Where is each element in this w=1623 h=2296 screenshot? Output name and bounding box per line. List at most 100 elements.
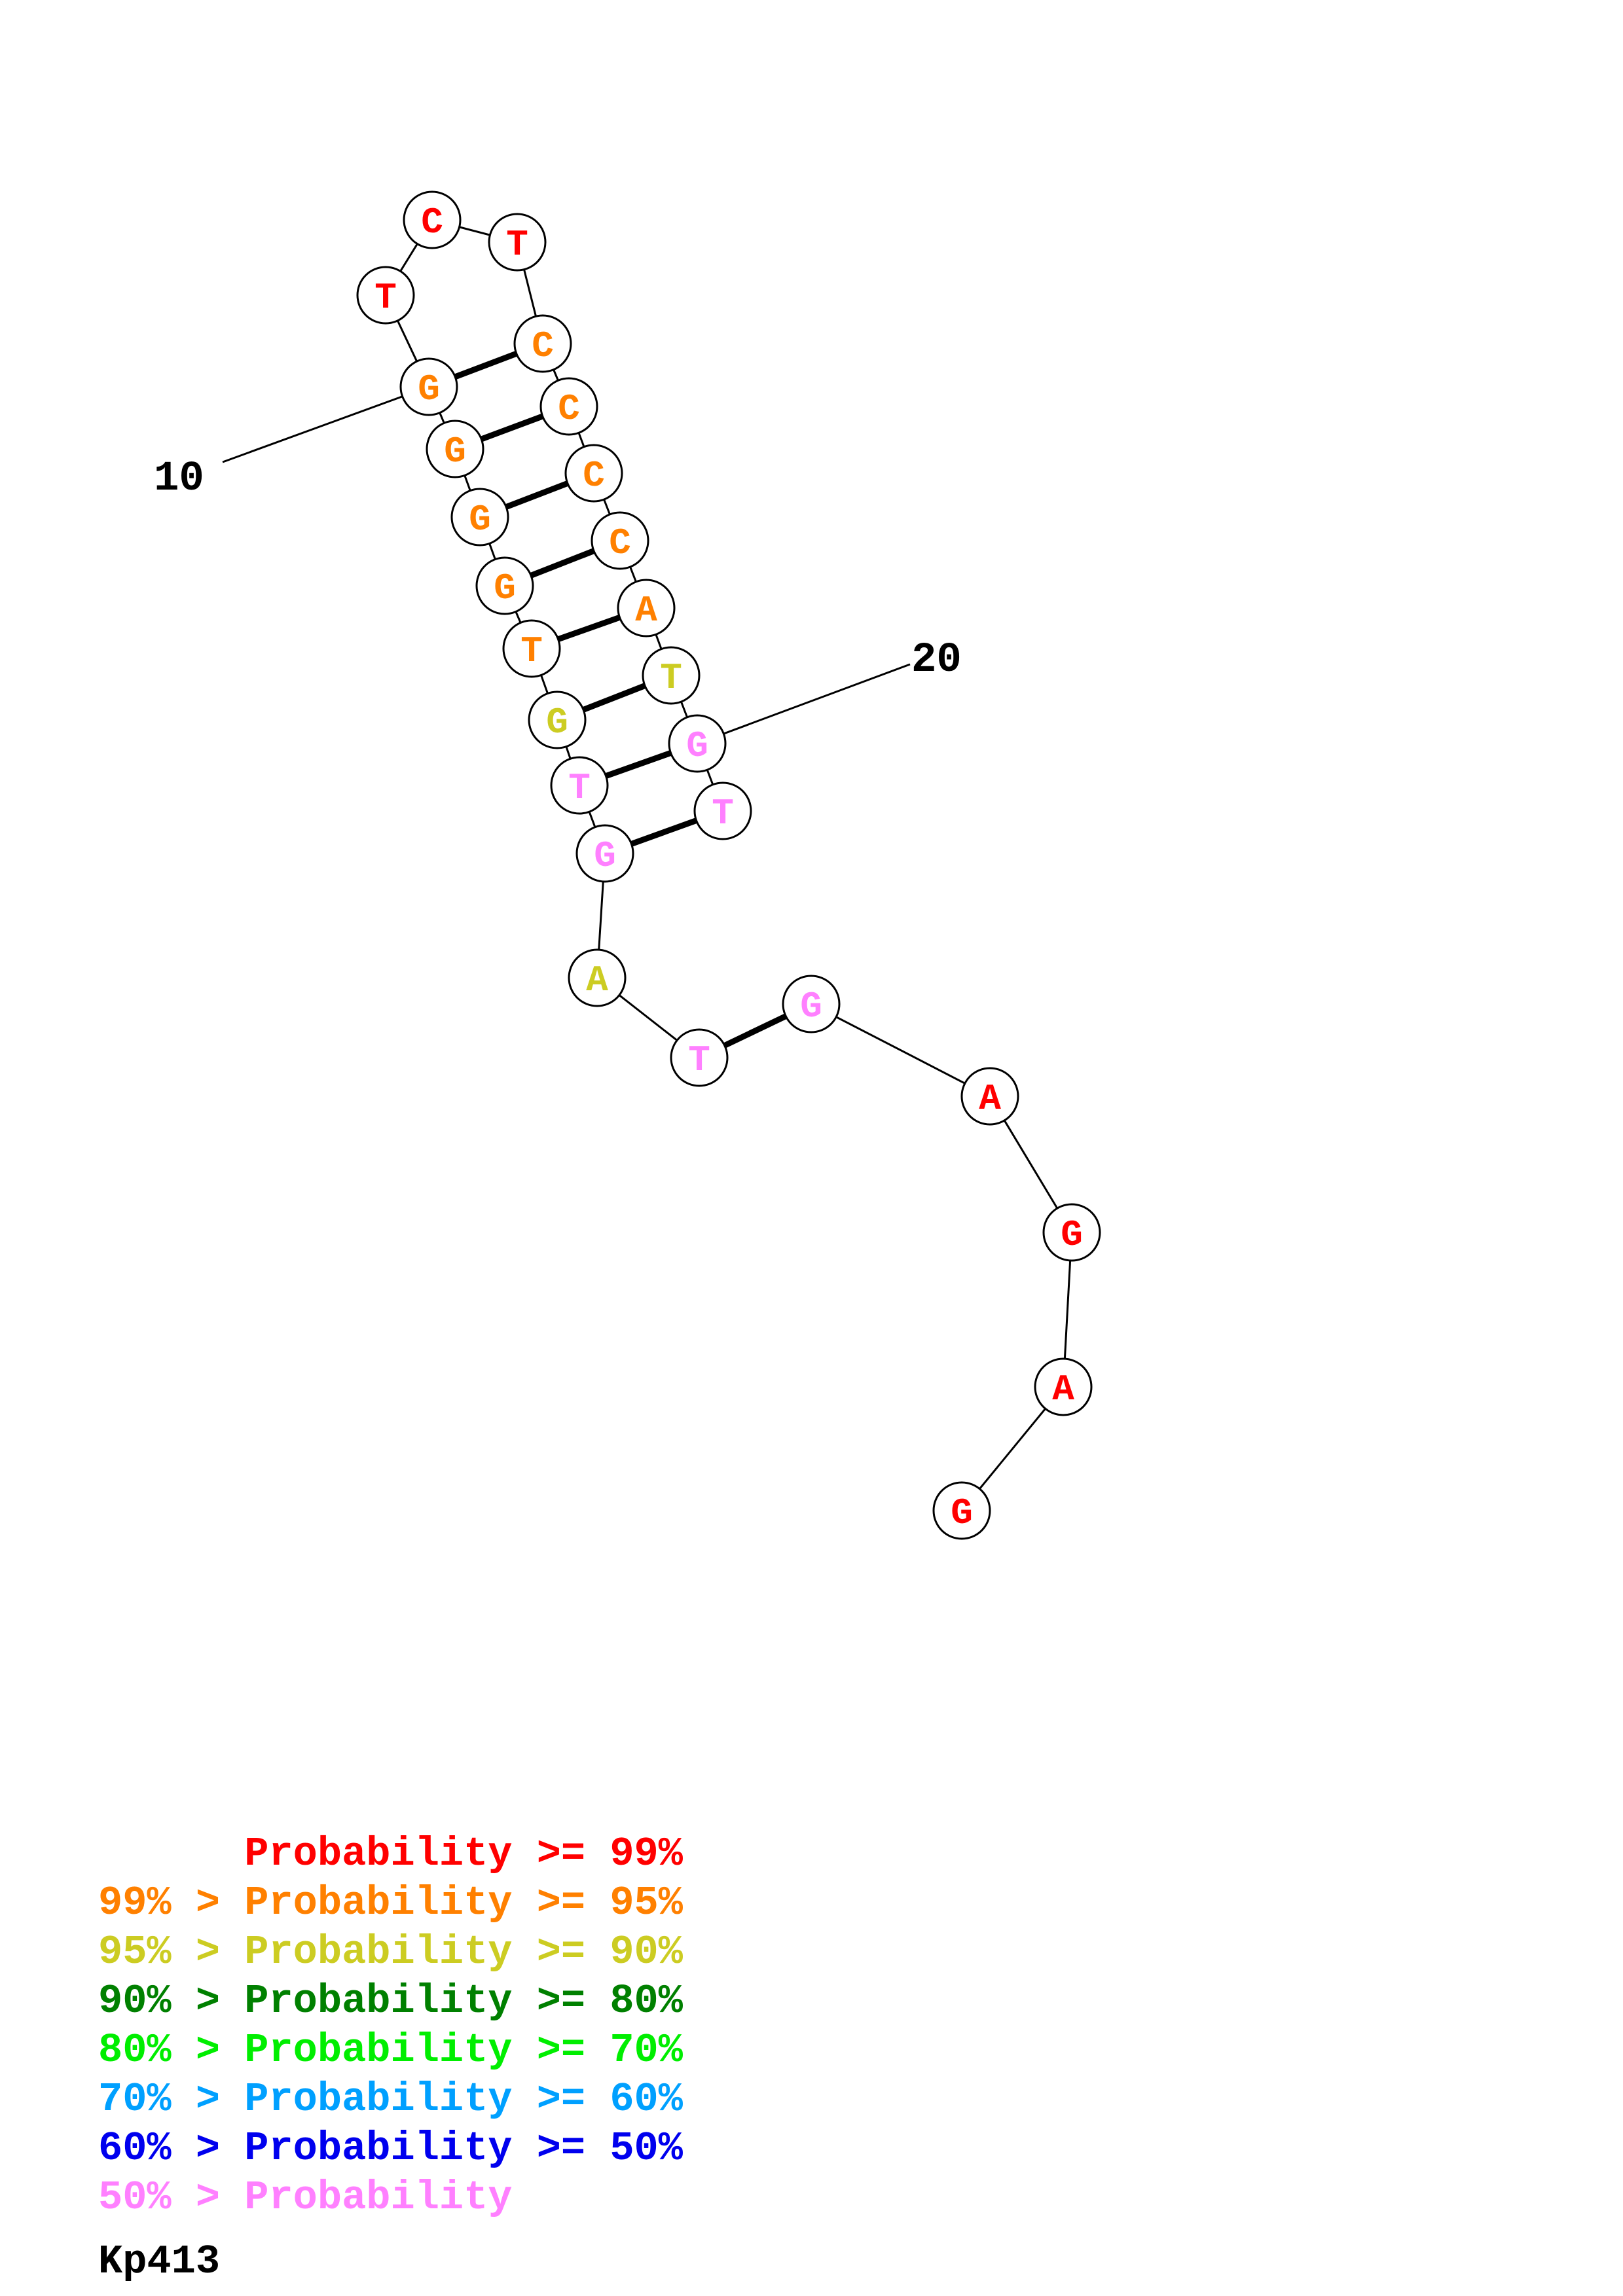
nucleotide: G <box>1042 1203 1101 1262</box>
structure-name: Kp413 <box>98 2238 221 2285</box>
legend-prefix: 50% > <box>98 2174 245 2221</box>
nucleotide-letter: G <box>800 986 822 1028</box>
nucleotide-circle <box>488 213 547 272</box>
nucleotide: A <box>1034 1357 1093 1416</box>
nucleotide: G <box>782 975 841 1033</box>
nucleotide-letter: G <box>1061 1214 1083 1256</box>
nucleotide-circle <box>528 691 587 749</box>
nucleotide: G <box>475 556 534 615</box>
nucleotide-circle <box>575 824 634 883</box>
legend-label: Probability >= 70% <box>244 2027 683 2073</box>
nucleotide: T <box>670 1028 729 1087</box>
backbone-segment <box>811 1003 991 1098</box>
nucleotide-letter: A <box>635 590 657 632</box>
nucleotide-circle <box>960 1067 1019 1126</box>
nucleotide-circle <box>399 357 458 416</box>
nucleotide-circle <box>550 756 609 815</box>
nucleotide-circle <box>642 646 701 705</box>
nucleotide-circle <box>450 488 509 547</box>
nucleotide: C <box>513 314 572 373</box>
nucleotide-circle <box>670 1028 729 1087</box>
index-label-layer: 10 20 <box>154 386 962 745</box>
nucleotide-circle <box>356 266 415 325</box>
nucleotide: A <box>960 1067 1019 1126</box>
legend-row: 60% > Probability >= 50% <box>98 2124 683 2173</box>
legend-row: 70% > Probability >= 60% <box>98 2075 683 2124</box>
nucleotide-letter: T <box>374 277 397 319</box>
nucleotide-circle <box>782 975 841 1033</box>
nucleotide: G <box>426 420 484 478</box>
legend-label: Probability >= 99% <box>244 1831 683 1877</box>
nucleotide-circle <box>617 579 676 637</box>
nucleotide: T <box>502 619 561 678</box>
legend-label: Probability >= 50% <box>244 2125 683 2172</box>
nucleotide-letter: T <box>712 793 734 834</box>
nucleotide: C <box>591 511 649 570</box>
legend-row: 90% > Probability >= 80% <box>98 1977 683 2026</box>
base-pair-layer <box>428 340 812 1061</box>
nucleotide: T <box>642 646 701 705</box>
nucleotide-letter: C <box>609 522 631 564</box>
nucleotide: G <box>528 691 587 749</box>
nucleotide: T <box>693 781 752 840</box>
nucleotide-letter: A <box>1052 1369 1074 1410</box>
nucleotide: T <box>356 266 415 325</box>
legend-prefix: 90% > <box>98 1978 245 2024</box>
nucleotide-letter: C <box>583 455 605 497</box>
nucleotide: T <box>550 756 609 815</box>
index-label-10: 10 <box>154 456 204 503</box>
nucleotide: T <box>488 213 547 272</box>
nucleotide-letter: A <box>586 960 608 1001</box>
nucleotide: C <box>403 190 462 249</box>
nucleotide: G <box>575 824 634 883</box>
index-leader-line <box>697 663 911 745</box>
legend-label: Probability <box>244 2174 513 2221</box>
nucleotide: G <box>399 357 458 416</box>
nucleotide-letter: T <box>520 630 543 672</box>
legend-prefix: 99% > <box>98 1880 245 1926</box>
nucleotide-circle <box>1034 1357 1093 1416</box>
nucleotide-circle <box>502 619 561 678</box>
nucleotide-circle <box>1042 1203 1101 1262</box>
nucleotide-letter: T <box>568 767 591 809</box>
legend-label: Probability >= 80% <box>244 1978 683 2024</box>
nucleotide: A <box>617 579 676 637</box>
nucleotide-circle <box>539 377 598 436</box>
nucleotide: G <box>668 714 727 773</box>
legend-row: 50% > Probability <box>98 2173 683 2222</box>
legend-row: 80% > Probability >= 70% <box>98 2026 683 2075</box>
nucleotide-letter: T <box>660 657 682 699</box>
nucleotide: G <box>450 488 509 547</box>
nucleotide-letter: G <box>594 835 616 877</box>
legend-prefix: 80% > <box>98 2027 245 2073</box>
nucleotide-letter: T <box>506 224 528 266</box>
legend-row: 95% > Probability >= 90% <box>98 1928 683 1977</box>
nucleotide-letter: C <box>421 202 443 243</box>
nucleotide: C <box>539 377 598 436</box>
nucleotide-circle <box>932 1481 991 1540</box>
nucleotide-letter: G <box>951 1492 973 1534</box>
legend-prefix: 95% > <box>98 1929 245 1975</box>
nucleotide-letter: G <box>469 499 491 541</box>
legend-prefix: 60% > <box>98 2125 245 2172</box>
nucleotide-letter: G <box>686 725 708 767</box>
backbone-layer <box>384 219 1073 1511</box>
nucleotide: G <box>932 1481 991 1540</box>
nucleotide-letter: C <box>558 388 580 430</box>
nucleotide-letter: G <box>494 567 516 609</box>
legend-prefix: 70% > <box>98 2076 245 2123</box>
nucleotide-letter: C <box>532 325 554 367</box>
nucleotide-letter: G <box>546 702 568 744</box>
nucleotide-letter: T <box>688 1039 710 1081</box>
index-leader-line <box>222 386 429 463</box>
legend-row: 99% > Probability >= 95% <box>98 1878 683 1928</box>
nucleotide: C <box>564 444 623 503</box>
probability-legend: Probability >= 99% 99% > Probability >= 9… <box>98 1829 683 2222</box>
nucleotide: A <box>568 948 627 1007</box>
nucleotide-letter: A <box>979 1078 1001 1120</box>
nucleotide-circle <box>568 948 627 1007</box>
legend-label: Probability >= 90% <box>244 1929 683 1975</box>
legend-label: Probability >= 60% <box>244 2076 683 2123</box>
